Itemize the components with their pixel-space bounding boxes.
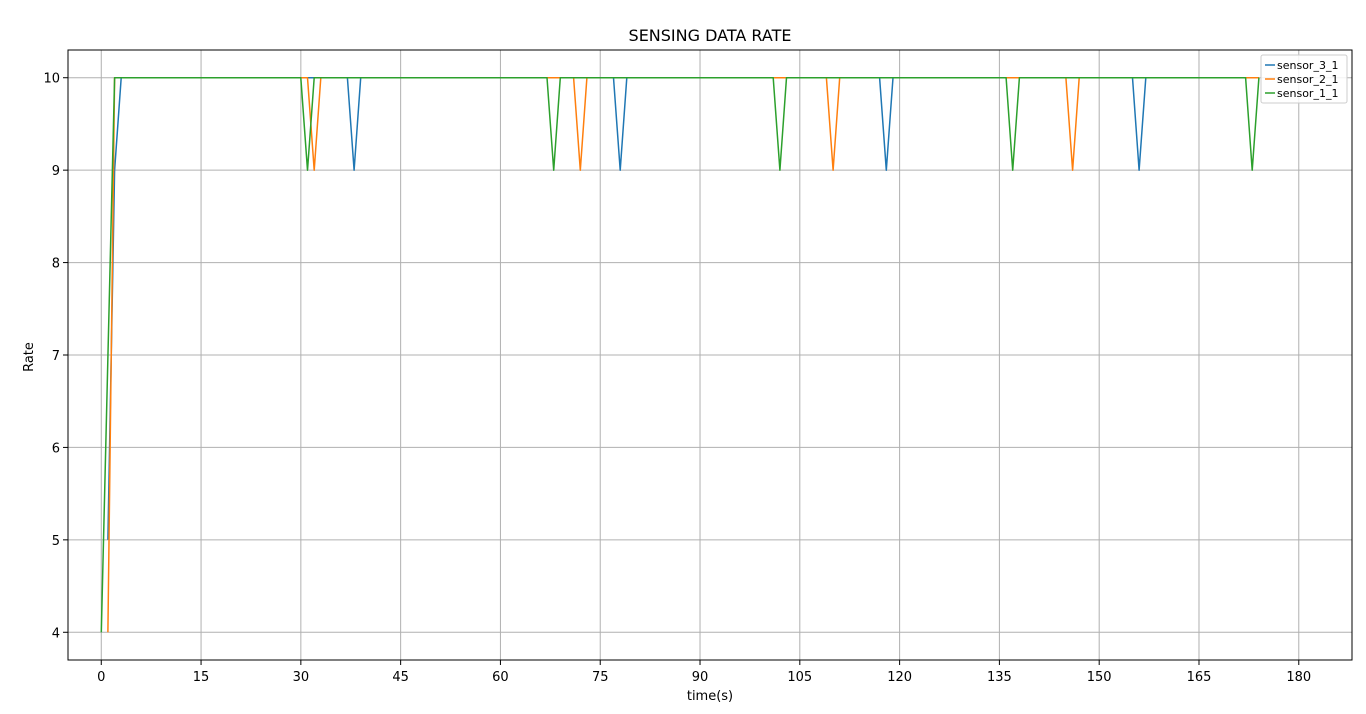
legend-label: sensor_3_1 <box>1277 59 1338 72</box>
y-tick-label: 9 <box>52 164 60 179</box>
x-tick-label: 45 <box>392 670 409 685</box>
x-tick-label: 165 <box>1187 670 1212 685</box>
x-tick-label: 0 <box>97 670 105 685</box>
y-tick-label: 6 <box>52 441 60 456</box>
series-line-sensor_1_1 <box>100 76 1260 633</box>
x-tick-label: 90 <box>692 670 709 685</box>
x-tick-label: 75 <box>592 670 609 685</box>
legend-label: sensor_1_1 <box>1277 87 1338 100</box>
x-tick-label: 120 <box>887 670 912 685</box>
series-lines <box>100 76 1260 633</box>
x-tick-label: 105 <box>787 670 812 685</box>
y-tick-label: 10 <box>43 72 60 87</box>
y-tick-label: 5 <box>52 534 60 549</box>
x-tick-label: 150 <box>1087 670 1112 685</box>
y-axis-title: Rate <box>22 342 37 372</box>
x-tick-label: 180 <box>1286 670 1311 685</box>
x-tick-label: 15 <box>193 670 210 685</box>
y-tick-label: 8 <box>52 257 60 272</box>
x-tick-label: 30 <box>293 670 310 685</box>
y-tick-label: 4 <box>52 626 60 641</box>
x-tick-label: 60 <box>492 670 509 685</box>
chart-title: SENSING DATA RATE <box>629 26 792 45</box>
x-axis-title: time(s) <box>687 689 733 704</box>
x-tick-label: 135 <box>987 670 1012 685</box>
legend-label: sensor_2_1 <box>1277 73 1338 86</box>
legend-box <box>1260 54 1348 104</box>
y-tick-label: 7 <box>52 349 60 364</box>
